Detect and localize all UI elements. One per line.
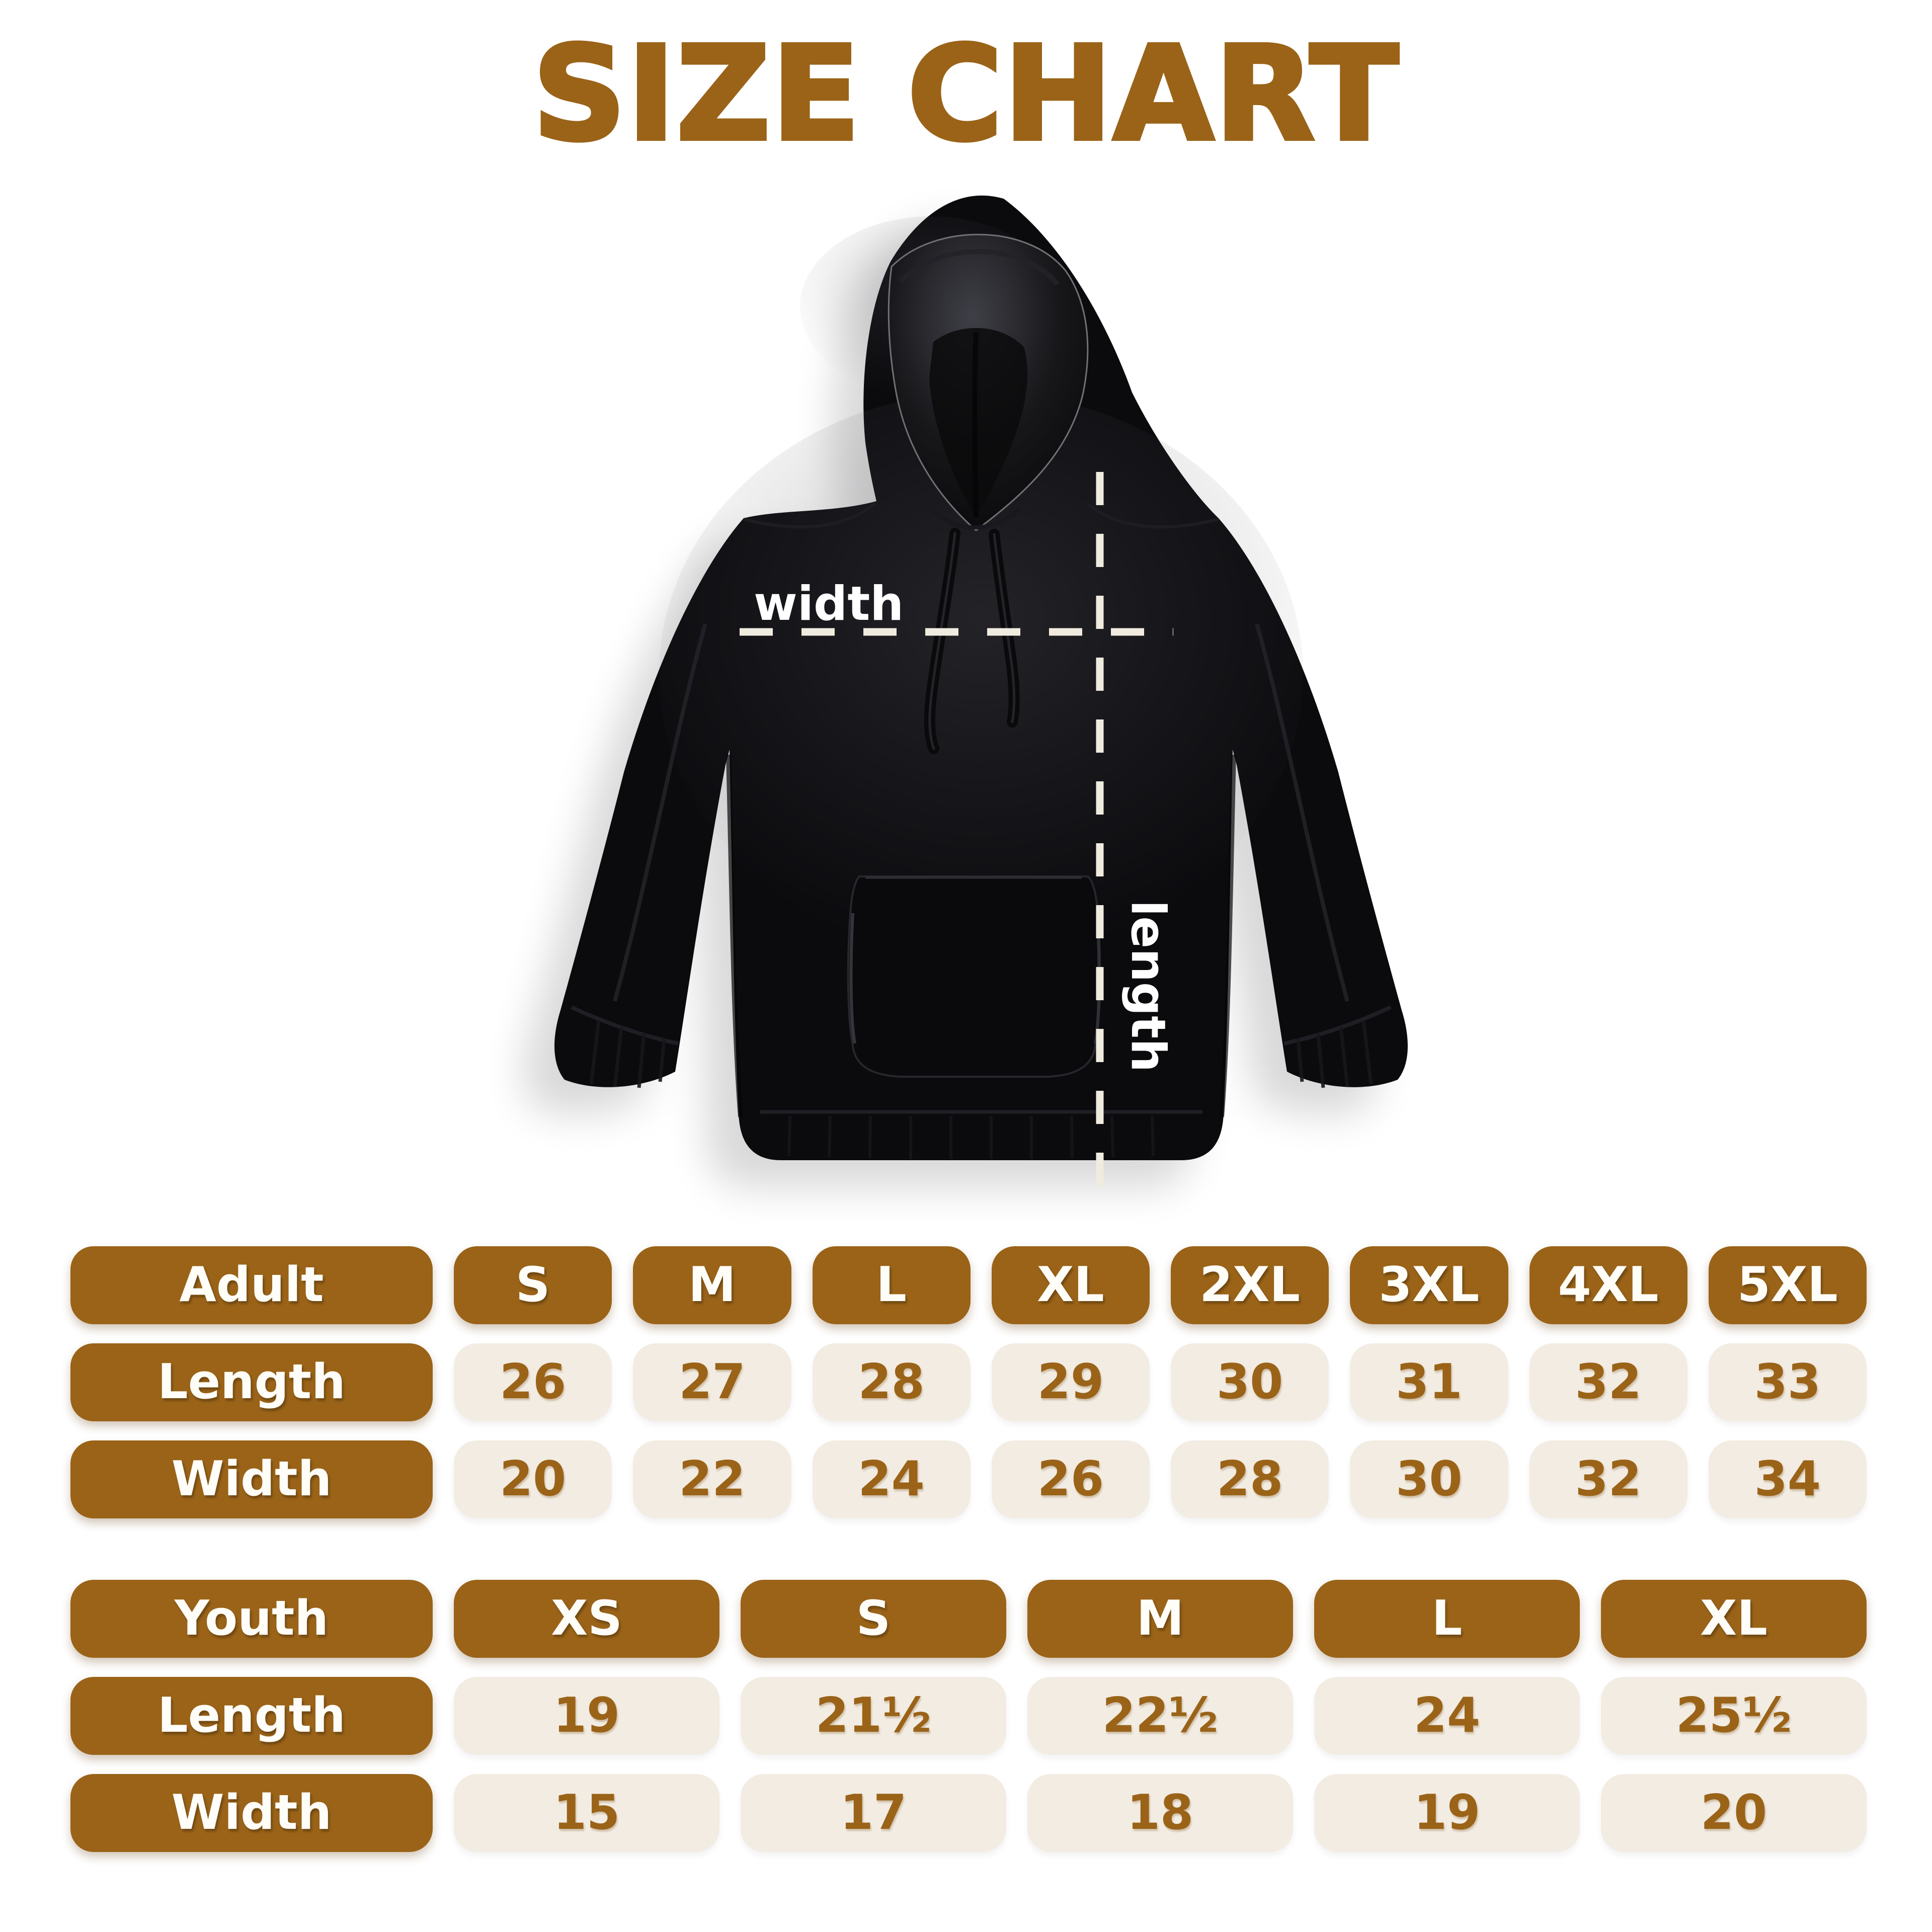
page-title: SIZE CHART	[531, 19, 1401, 170]
hem-ribs	[787, 1115, 1155, 1159]
adult-size-2xl: 2XL	[1171, 1246, 1329, 1324]
adult-width-cell: 30	[1350, 1440, 1508, 1518]
youth-width-cell: 18	[1027, 1774, 1293, 1852]
adult-width-cell: 28	[1171, 1440, 1329, 1518]
kangaroo-pocket	[847, 875, 1101, 1078]
adult-size-m: M	[633, 1246, 791, 1324]
adult-length-cell: 30	[1171, 1343, 1329, 1421]
length-label: length	[1120, 900, 1175, 1072]
youth-width-cell: 20	[1601, 1774, 1867, 1852]
adult-length-cell: 26	[454, 1343, 612, 1421]
youth-size-xs: XS	[454, 1580, 719, 1658]
adult-length-cell: 32	[1529, 1343, 1687, 1421]
adult-size-l: L	[812, 1246, 971, 1324]
adult-length-cell: 33	[1708, 1343, 1867, 1421]
hoodie-image: width length	[523, 195, 1408, 1209]
adult-width-cell: 24	[812, 1440, 971, 1518]
youth-length-cell: 25½	[1601, 1677, 1867, 1755]
adult-size-table: Adult S M L XL 2XL 3XL 4XL 5XL Length 26…	[70, 1246, 1867, 1518]
adult-size-xl: XL	[991, 1246, 1150, 1324]
youth-length-row-label: Length	[70, 1677, 433, 1755]
drawstring-right-highlight	[993, 533, 1016, 723]
youth-size-l: L	[1314, 1580, 1580, 1658]
adult-size-4xl: 4XL	[1529, 1246, 1687, 1324]
cuff-ribs-left	[589, 1020, 666, 1088]
youth-size-m: M	[1027, 1580, 1293, 1658]
adult-width-cell: 20	[454, 1440, 612, 1518]
hood-drawcord-channel	[899, 249, 1060, 286]
adult-length-row-label: Length	[70, 1343, 433, 1421]
shoulder-seam-right	[1086, 502, 1219, 529]
youth-table-label: Youth	[70, 1580, 433, 1658]
sleeve-body-seam-left	[726, 754, 743, 1117]
hoodie-measurement-figure: width length	[478, 181, 1484, 1238]
hoodie-chest-sheen	[659, 392, 1303, 956]
pocket-edge-left	[849, 913, 856, 1044]
adult-width-cell: 32	[1529, 1440, 1687, 1518]
adult-size-5xl: 5XL	[1708, 1246, 1867, 1324]
adult-size-s: S	[454, 1246, 612, 1324]
adult-length-cell: 28	[812, 1343, 971, 1421]
adult-length-cell: 27	[633, 1343, 791, 1421]
adult-width-cell: 26	[991, 1440, 1150, 1518]
hood-lining-crease	[972, 332, 979, 518]
adult-width-cell: 22	[633, 1440, 791, 1518]
adult-width-row-label: Width	[70, 1440, 433, 1518]
shoulder-seam-left	[743, 502, 876, 529]
adult-size-3xl: 3XL	[1350, 1246, 1508, 1324]
hood-lining-shadow	[929, 328, 1028, 517]
youth-width-cell: 17	[741, 1774, 1006, 1852]
youth-width-cell: 19	[1314, 1774, 1580, 1852]
youth-width-cell: 15	[454, 1774, 719, 1852]
width-label: width	[754, 577, 904, 631]
youth-size-s: S	[741, 1580, 1006, 1658]
youth-size-xl: XL	[1601, 1580, 1867, 1658]
adult-length-cell: 31	[1350, 1343, 1508, 1421]
adult-length-cell: 29	[991, 1343, 1150, 1421]
sleeve-crease-right	[1255, 623, 1349, 1002]
youth-size-table: Youth XS S M L XL Length 19 21½ 22½ 24 2…	[70, 1580, 1867, 1852]
collar-seam	[932, 507, 1022, 530]
adult-table-label: Adult	[70, 1246, 433, 1324]
youth-width-row-label: Width	[70, 1774, 433, 1852]
youth-length-cell: 22½	[1027, 1677, 1293, 1755]
youth-length-cell: 21½	[741, 1677, 1006, 1755]
youth-length-cell: 19	[454, 1677, 719, 1755]
cuff-ribs-right	[1296, 1020, 1373, 1088]
youth-length-cell: 24	[1314, 1677, 1580, 1755]
drawstring-left-highlight	[928, 532, 956, 750]
sleeve-crease-left	[613, 623, 707, 1002]
adult-width-cell: 34	[1708, 1440, 1867, 1518]
sleeve-body-seam-right	[1219, 754, 1236, 1117]
